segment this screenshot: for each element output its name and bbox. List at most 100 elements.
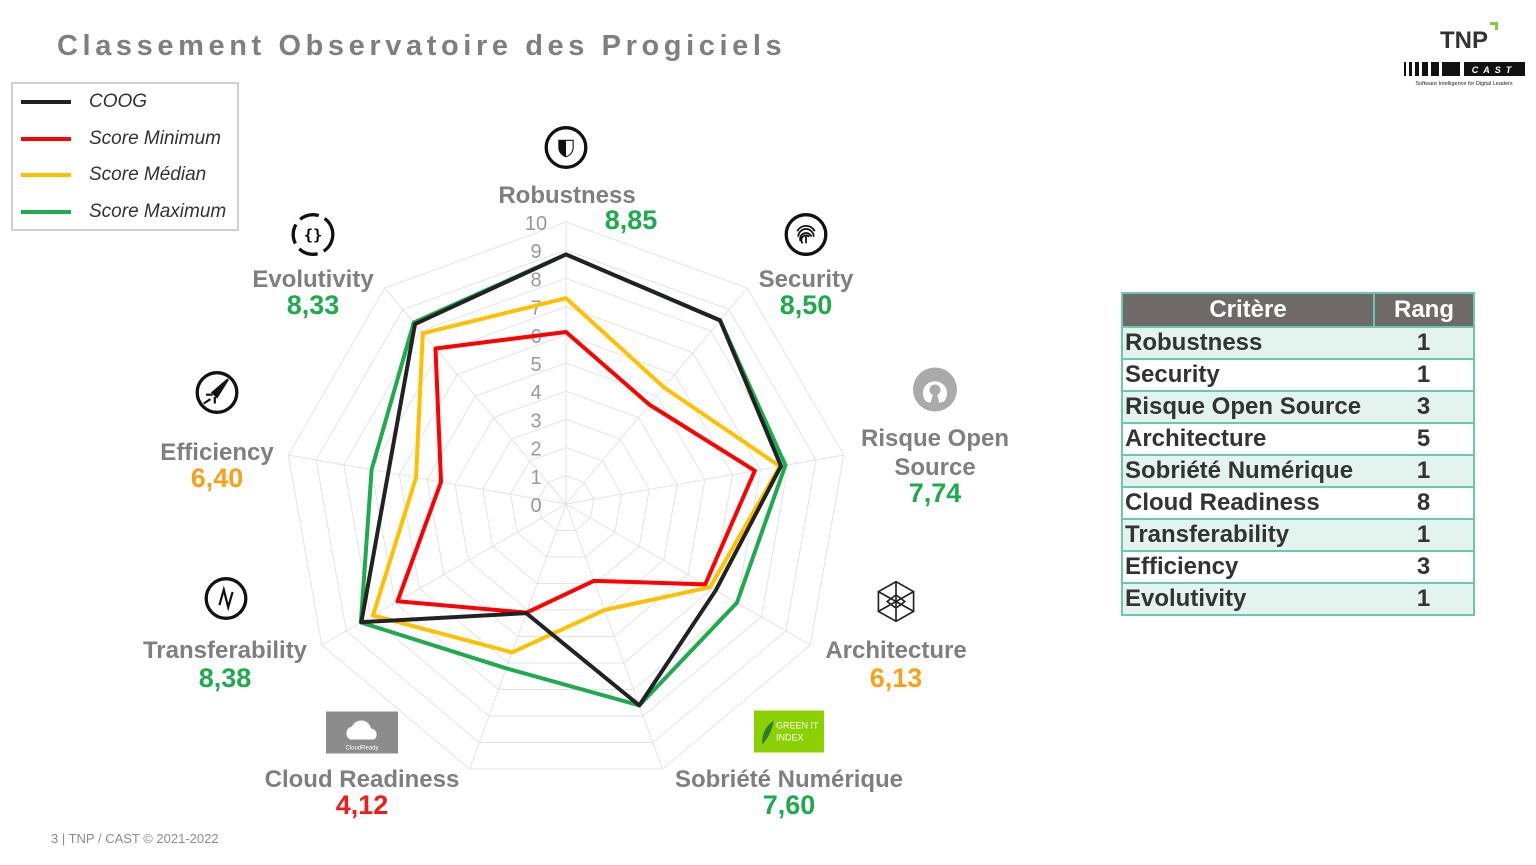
axis-label: Transferability [142,637,308,664]
data-point [708,585,712,589]
legend-swatch [21,173,71,177]
grid-ring [343,277,789,717]
tnp-cast-logo: TNP CAST Software Intelligence for Digit… [1404,22,1525,87]
rang-cell: 1 [1374,358,1475,392]
data-point [439,480,443,484]
braces-icon: {} [291,213,335,262]
data-point [370,468,374,472]
critere-cell: Transferability [1121,518,1374,552]
data-point [662,385,666,389]
critere-cell: Architecture [1121,422,1374,456]
data-label: 8,38 [198,663,252,693]
grid-ring [482,418,650,584]
data-label: 8,33 [286,290,340,320]
data-point [371,613,375,617]
table-row: Cloud Readiness 8 [1121,486,1475,520]
axis-label: Robustness [498,182,636,209]
rang-cell: 1 [1374,582,1475,616]
tick-label: 3 [530,410,541,432]
tick-label: 7 [530,298,541,320]
rang-cell: 1 [1374,326,1475,360]
open-source-icon [913,367,957,417]
critere-cell: Efficiency [1121,550,1374,584]
grid-ring [537,475,595,531]
rang-cell: 5 [1374,422,1475,456]
tick-label: 8 [530,269,541,291]
tick-label: 5 [530,354,541,376]
data-point [753,469,757,473]
rocket-icon [195,371,239,420]
grid-spoke [469,503,567,770]
data-point [637,703,641,707]
tick-label: 4 [530,382,541,404]
tick-label: 0 [530,495,541,517]
data-point [718,318,722,322]
data-point [603,608,607,612]
grid-ring [454,390,678,611]
green-it-leaf-icon: GREEN IT INDEX [754,710,824,758]
legend-item: Score Médian [21,163,206,187]
header-critere: Critère [1121,292,1375,328]
data-point [413,322,417,326]
legend-label: COOG [89,91,148,112]
critere-cell: Security [1121,358,1374,392]
data-label: 7,60 [762,790,816,820]
data-point [783,463,787,467]
svg-text:INDEX: INDEX [776,733,804,743]
data-point [647,403,651,407]
table-row: Evolutivity 1 [1121,582,1475,616]
axis-label: Architecture [825,637,967,664]
critere-cell: Risque Open Source [1121,390,1374,424]
tick-label: 9 [530,241,541,263]
footer: 3 | TNP / CAST © 2021-2022 [51,831,219,846]
data-point [714,588,718,592]
data-point [703,582,707,586]
rang-cell: 3 [1374,550,1475,584]
legend-swatch [21,136,71,141]
svg-text:CloudReady: CloudReady [345,746,378,752]
grid-spoke [565,503,663,770]
legend-item: COOG [21,90,147,114]
rang-cell: 1 [1374,454,1475,488]
page-title: Classement Observatoire des Progiciels [57,30,787,62]
data-label: 7,74 [908,478,962,508]
data-point [433,346,437,350]
data-label: 6,13 [869,663,923,693]
data-point [386,471,390,475]
grid-ring [509,447,623,558]
header-rang: Rang [1373,292,1475,328]
table-row: Architecture 5 [1121,422,1475,456]
table-row: Efficiency 3 [1121,550,1475,584]
grid-ring [426,362,706,637]
rang-cell: 1 [1374,518,1475,552]
grid-spoke [565,503,811,646]
data-label: 6,40 [190,463,244,493]
svg-text:GREEN IT: GREEN IT [776,721,819,731]
svg-text:{}: {} [304,226,323,244]
tick-label: 2 [530,439,541,461]
tick-label: 10 [525,213,547,235]
data-label: 8,85 [604,205,658,235]
grid-ring [315,249,817,743]
critere-cell: Sobriété Numérique [1121,454,1374,488]
table-row: Transferability 1 [1121,518,1475,552]
data-point [421,331,425,335]
svg-text:CAST: CAST [1472,65,1517,75]
svg-text:TNP: TNP [1440,27,1488,54]
network-cube-icon [874,580,918,629]
axis-label: Sobriété Numérique [674,766,904,793]
series-line-coog [359,252,783,708]
fingerprint-icon [784,213,828,262]
grid-ring [287,221,845,770]
grid-spoke [288,454,567,505]
legend-label: Score Minimum [89,127,221,149]
legend-item: Score Maximum [21,200,226,224]
data-point [504,666,508,670]
data-point [524,611,528,615]
axis-label: Risque Open Source [860,425,1010,481]
data-point [564,330,568,334]
table-row: Sobriété Numérique 1 [1121,454,1475,488]
table-row: Security 1 [1121,358,1475,392]
series-line-score-minimum [395,329,757,615]
data-point [359,620,363,624]
